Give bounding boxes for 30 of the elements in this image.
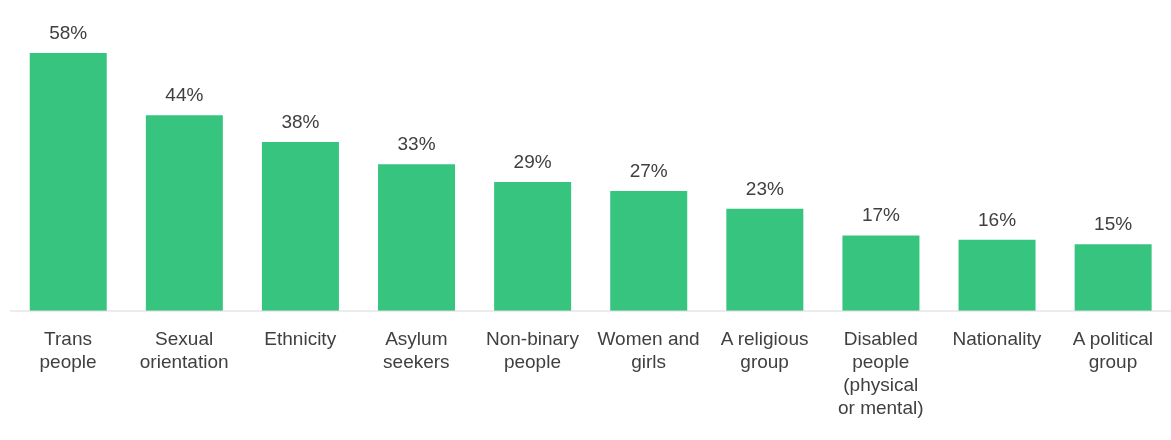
bar [726,208,804,311]
bar [145,115,223,311]
x-tick-label: Women and girls [597,328,700,372]
bar [378,164,456,311]
data-label: 58% [49,22,88,43]
data-label: 27% [629,159,668,181]
bar [261,141,339,311]
x-tick-label: Sexual orientation [139,328,229,372]
bar [494,182,572,311]
x-tick-label: A political group [1072,328,1154,372]
bar [610,190,688,311]
data-label: 23% [745,177,784,199]
x-tick-label: Non-binary people [485,328,580,372]
data-label: 16% [978,208,1017,230]
bar [29,53,107,311]
data-label: 44% [165,84,204,106]
x-tick-label: Trans people [39,328,97,372]
x-tick-label: A religious group [720,328,809,372]
x-tick-label: Asylum seekers [383,328,450,372]
x-tick-label: Nationality [952,328,1042,349]
x-tick-label: Ethnicity [264,328,337,349]
data-label: 17% [861,204,901,226]
data-label: 29% [513,151,552,172]
data-label: 38% [281,110,320,132]
data-label: 15% [1094,213,1133,235]
data-label: 33% [397,133,436,155]
bar [842,235,920,311]
bar [958,239,1036,311]
bar [1074,244,1152,311]
x-tick-label: Disabled people (physical or mental) [837,328,924,418]
